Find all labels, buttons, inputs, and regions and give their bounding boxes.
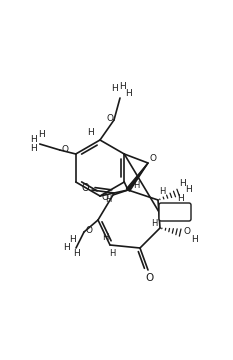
Text: O: O: [184, 226, 191, 235]
Text: Abs: Abs: [167, 207, 183, 216]
Text: H: H: [186, 185, 192, 194]
Text: H: H: [111, 84, 117, 93]
Text: O: O: [86, 225, 93, 234]
Text: H: H: [179, 179, 185, 188]
Text: H: H: [119, 81, 125, 90]
Text: H: H: [87, 127, 93, 136]
Text: O: O: [81, 183, 89, 193]
Text: H: H: [102, 233, 108, 242]
Text: H: H: [125, 89, 131, 98]
Text: O: O: [146, 273, 154, 283]
Text: H: H: [178, 194, 184, 202]
Text: O: O: [150, 153, 157, 162]
Text: H: H: [133, 180, 139, 189]
Text: H: H: [191, 234, 197, 243]
Text: O: O: [106, 113, 113, 122]
Text: H: H: [30, 144, 37, 153]
Text: H: H: [69, 235, 75, 244]
Text: H: H: [151, 219, 157, 228]
Text: H: H: [30, 135, 37, 144]
Text: H: H: [63, 243, 69, 252]
Text: H: H: [159, 186, 165, 195]
Text: O: O: [61, 144, 68, 153]
Text: H: H: [38, 130, 45, 139]
Text: H: H: [73, 249, 79, 258]
Polygon shape: [126, 163, 148, 191]
Text: H: H: [109, 248, 115, 257]
Text: O: O: [102, 193, 109, 202]
FancyBboxPatch shape: [159, 203, 191, 221]
Text: H: H: [105, 194, 111, 203]
